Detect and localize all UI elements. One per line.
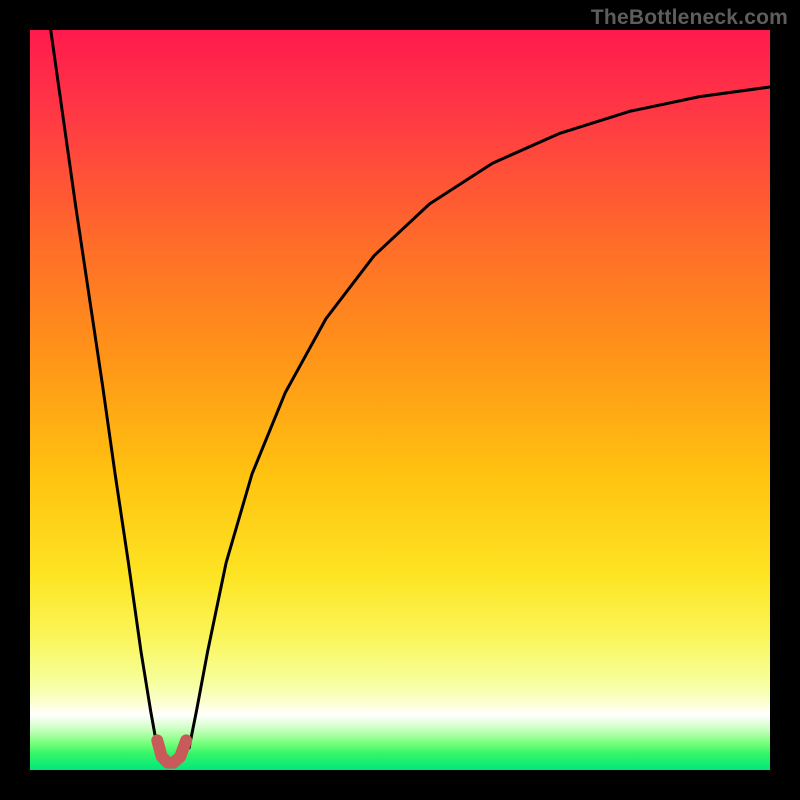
bottleneck-curve-chart bbox=[30, 30, 770, 770]
chart-frame: TheBottleneck.com bbox=[0, 0, 800, 800]
watermark-text: TheBottleneck.com bbox=[591, 6, 788, 30]
plot-area bbox=[30, 30, 770, 770]
